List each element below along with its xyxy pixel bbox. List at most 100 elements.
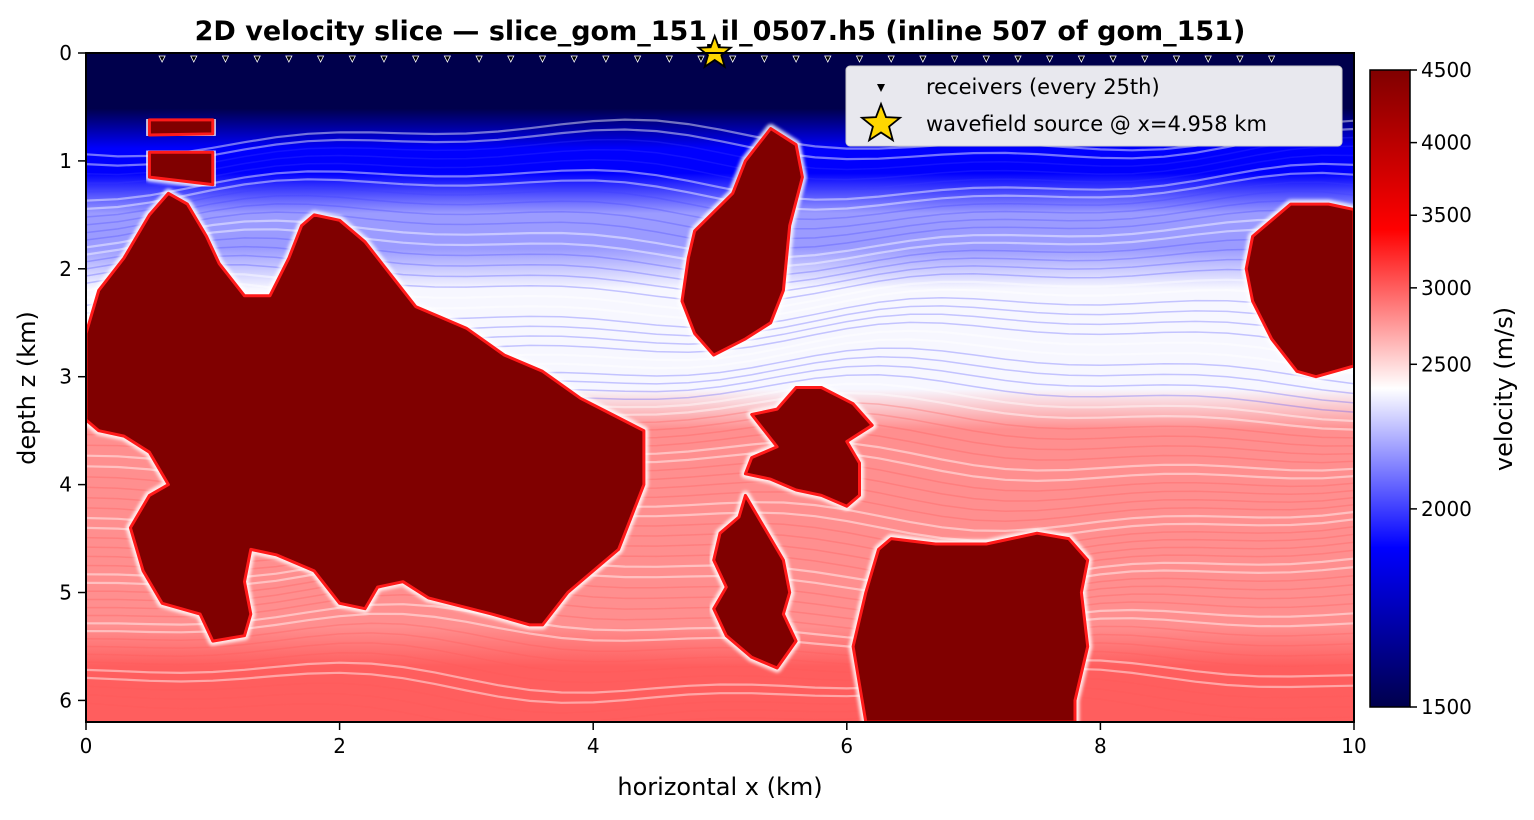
receiver-marker [824,55,832,63]
receiver-marker [697,55,705,63]
legend-entry-label: wavefield source @ x=4.958 km [926,112,1267,136]
reflector-line [86,612,1354,650]
salt-pod-upper [743,386,874,508]
salt-block-southeast [851,531,1090,722]
colorbar-gradient [1370,70,1410,707]
colorbar-tick-label: 3000 [1421,276,1472,300]
x-tick-label: 4 [587,734,600,758]
colorbar-frame [1369,69,1411,708]
receiver-marker [1236,55,1244,63]
receiver-marker [665,55,673,63]
legend: receivers (every 25th) wavefield source @… [845,65,1343,147]
receiver-marker [633,55,642,63]
reflector-line [86,694,1354,722]
source-star [696,33,734,69]
salt-pod-lower [712,493,798,670]
colorbar-tick-label: 4000 [1421,131,1472,155]
receiver-marker [760,55,769,63]
salt-canopy-west [86,191,646,643]
receiver-marker [190,55,198,63]
reflector-line [86,667,1354,704]
reflector-line [86,154,1354,193]
x-axis-label: horizontal x (km) [617,773,822,801]
receiver-marker [602,55,610,63]
receiver-marker [1141,55,1149,63]
receiver-marker [1109,55,1117,63]
receiver-marker [570,55,578,63]
y-axis-label: depth z (km) [13,311,41,465]
reflector-line [86,642,1354,674]
receiver-marker [792,55,800,63]
reflector-line [86,676,1354,714]
y-tick-label: 4 [59,473,72,497]
x-tick-label: 0 [80,734,93,758]
receiver-marker [221,55,230,63]
x-axis: 0 2 4 6 8 10 [80,722,1367,758]
receiver-marker [1077,55,1086,63]
reflector-line [86,162,1354,202]
receiver-marker [475,55,483,63]
receiver-marker [507,55,515,63]
receiver-markers [158,55,1276,63]
legend-star-icon [859,101,903,143]
receiver-marker [950,55,959,63]
plot-frame [85,52,1355,723]
receiver-marker [285,55,293,63]
reflector-line [86,685,1354,722]
legend-box [845,65,1343,147]
y-tick-label: 6 [59,688,72,712]
y-tick-label: 2 [59,257,72,281]
colorbar-tick-label: 1500 [1421,695,1472,719]
reflector-line [86,171,1354,211]
x-tick-label: 6 [840,734,853,758]
reflector-line [86,118,1354,158]
receiver-marker [348,55,356,63]
y-tick-label: 1 [59,149,72,173]
receiver-marker [316,55,325,63]
legend-triangle-icon [877,84,885,92]
colorbar-tick-label: 3500 [1421,203,1472,227]
receiver-marker [253,55,261,63]
receiver-marker [443,55,452,63]
receiver-marker [1267,55,1276,63]
plot-area [86,53,1354,722]
reflector-line [86,566,1354,606]
receiver-marker [887,55,895,63]
x-tick-label: 10 [1341,734,1366,758]
receiver-marker [1014,55,1022,63]
salt-diapir-east [1244,202,1354,379]
receiver-marker [380,55,388,63]
x-tick-label: 8 [1094,734,1107,758]
legend-entry-label: receivers (every 25th) [926,75,1160,99]
receiver-marker [1172,55,1181,63]
x-tick-label: 2 [333,734,346,758]
receiver-marker [412,55,420,63]
colorbar-tick-label: 4500 [1421,58,1472,82]
reflector-line [86,145,1354,184]
reflector-line [86,659,1354,694]
y-tick-label: 3 [59,365,72,389]
receiver-marker [855,55,864,63]
colorbar: 1500 2000 2500 3000 3500 4000 4500 velocity (m… [1369,58,1518,719]
source-marker-group [696,33,734,69]
receiver-marker [158,55,166,63]
reflector-line [86,136,1354,176]
receiver-marker [538,55,547,63]
reflector-line [86,622,1354,658]
reflector-line [86,650,1354,684]
salt-sliver-upper [147,118,215,137]
receiver-marker [919,55,927,63]
salt-sliver-lower [147,150,215,187]
receiver-marker [982,55,990,63]
y-tick-label: 5 [59,581,72,605]
salt-bodies [86,115,1354,722]
receiver-marker [1204,55,1212,63]
receiver-marker [729,55,737,63]
y-tick-label: 0 [59,41,72,65]
colorbar-tick-label: 2000 [1421,497,1472,521]
y-axis: 0 1 2 3 4 5 6 [59,41,86,712]
colorbar-tick-label: 2500 [1421,352,1472,376]
reflector-line [86,127,1354,167]
